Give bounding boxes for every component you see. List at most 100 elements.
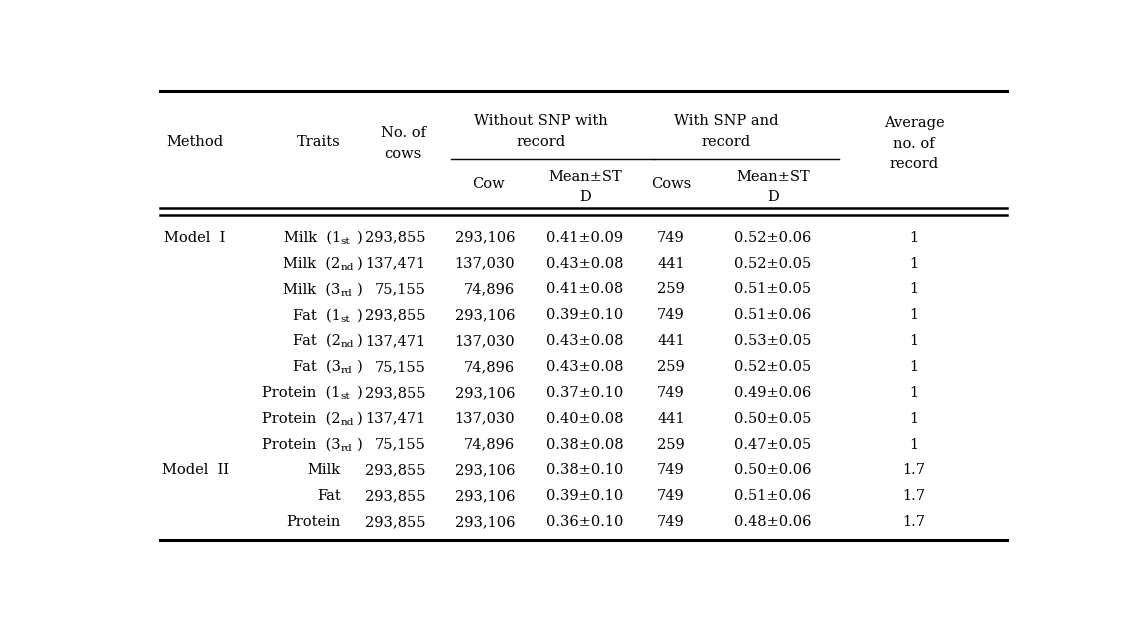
Text: 293,855: 293,855 — [365, 463, 426, 477]
Text: Cow: Cow — [472, 177, 505, 191]
Text: 293,855: 293,855 — [365, 515, 426, 529]
Text: Average
no. of
record: Average no. of record — [883, 116, 945, 171]
Text: rd: rd — [340, 444, 353, 453]
Text: 1: 1 — [909, 283, 918, 296]
Text: 293,855: 293,855 — [365, 231, 426, 245]
Text: 0.39±0.10: 0.39±0.10 — [546, 489, 624, 503]
Text: ): ) — [356, 308, 362, 322]
Text: nd: nd — [340, 340, 354, 350]
Text: 74,896: 74,896 — [464, 360, 516, 374]
Text: 0.38±0.08: 0.38±0.08 — [546, 438, 624, 451]
Text: Method: Method — [166, 135, 224, 149]
Text: 749: 749 — [657, 489, 685, 503]
Text: 75,155: 75,155 — [374, 438, 426, 451]
Text: 137,030: 137,030 — [455, 334, 516, 348]
Text: Fat  (2: Fat (2 — [292, 334, 340, 348]
Text: 0.41±0.08: 0.41±0.08 — [546, 283, 624, 296]
Text: 293,855: 293,855 — [365, 489, 426, 503]
Text: st: st — [340, 314, 351, 324]
Text: Mean±ST
D: Mean±ST D — [736, 170, 810, 205]
Text: 0.52±0.05: 0.52±0.05 — [734, 360, 811, 374]
Text: 0.40±0.08: 0.40±0.08 — [546, 412, 624, 426]
Text: With SNP and
record: With SNP and record — [675, 114, 778, 149]
Text: 0.53±0.05: 0.53±0.05 — [734, 334, 811, 348]
Text: 293,106: 293,106 — [455, 463, 516, 477]
Text: 74,896: 74,896 — [464, 283, 516, 296]
Text: Model  II: Model II — [162, 463, 229, 477]
Text: 0.51±0.05: 0.51±0.05 — [734, 283, 811, 296]
Text: 293,106: 293,106 — [455, 515, 516, 529]
Text: Milk  (3: Milk (3 — [283, 283, 340, 296]
Text: 0.43±0.08: 0.43±0.08 — [546, 334, 624, 348]
Text: 441: 441 — [657, 334, 685, 348]
Text: Model  I: Model I — [165, 231, 225, 245]
Text: 749: 749 — [657, 231, 685, 245]
Text: No. of
cows: No. of cows — [381, 126, 426, 161]
Text: st: st — [340, 237, 351, 246]
Text: 137,471: 137,471 — [365, 412, 426, 426]
Text: 0.48±0.06: 0.48±0.06 — [734, 515, 811, 529]
Text: Milk  (1: Milk (1 — [283, 231, 340, 245]
Text: Fat: Fat — [318, 489, 340, 503]
Text: 1: 1 — [909, 231, 918, 245]
Text: ): ) — [356, 283, 362, 296]
Text: nd: nd — [340, 418, 354, 427]
Text: 293,106: 293,106 — [455, 386, 516, 400]
Text: ): ) — [356, 412, 362, 426]
Text: 1: 1 — [909, 412, 918, 426]
Text: 0.38±0.10: 0.38±0.10 — [546, 463, 624, 477]
Text: 137,471: 137,471 — [365, 257, 426, 270]
Text: 137,030: 137,030 — [455, 412, 516, 426]
Text: 75,155: 75,155 — [374, 283, 426, 296]
Text: 1: 1 — [909, 386, 918, 400]
Text: 259: 259 — [657, 360, 685, 374]
Text: 293,855: 293,855 — [365, 308, 426, 322]
Text: Without SNP with
record: Without SNP with record — [475, 114, 608, 149]
Text: rd: rd — [340, 289, 353, 298]
Text: 293,106: 293,106 — [455, 489, 516, 503]
Text: ): ) — [356, 257, 362, 270]
Text: 0.36±0.10: 0.36±0.10 — [546, 515, 624, 529]
Text: 293,106: 293,106 — [455, 231, 516, 245]
Text: Mean±ST
D: Mean±ST D — [549, 170, 621, 205]
Text: Protein  (1: Protein (1 — [263, 386, 340, 400]
Text: 1: 1 — [909, 257, 918, 270]
Text: 0.50±0.06: 0.50±0.06 — [734, 463, 811, 477]
Text: 441: 441 — [657, 412, 685, 426]
Text: 293,855: 293,855 — [365, 386, 426, 400]
Text: rd: rd — [340, 366, 353, 375]
Text: Protein  (3: Protein (3 — [262, 438, 340, 451]
Text: 1: 1 — [909, 438, 918, 451]
Text: 0.37±0.10: 0.37±0.10 — [546, 386, 624, 400]
Text: 293,106: 293,106 — [455, 308, 516, 322]
Text: Protein  (2: Protein (2 — [262, 412, 340, 426]
Text: 0.51±0.06: 0.51±0.06 — [734, 308, 811, 322]
Text: 75,155: 75,155 — [374, 360, 426, 374]
Text: 749: 749 — [657, 515, 685, 529]
Text: 137,471: 137,471 — [365, 334, 426, 348]
Text: 441: 441 — [657, 257, 685, 270]
Text: 749: 749 — [657, 463, 685, 477]
Text: ): ) — [356, 231, 362, 245]
Text: 0.39±0.10: 0.39±0.10 — [546, 308, 624, 322]
Text: ): ) — [356, 360, 362, 374]
Text: ): ) — [356, 386, 362, 400]
Text: 259: 259 — [657, 283, 685, 296]
Text: Protein: Protein — [287, 515, 340, 529]
Text: 1: 1 — [909, 308, 918, 322]
Text: 137,030: 137,030 — [455, 257, 516, 270]
Text: 0.52±0.05: 0.52±0.05 — [734, 257, 811, 270]
Text: 0.43±0.08: 0.43±0.08 — [546, 360, 624, 374]
Text: Milk: Milk — [307, 463, 340, 477]
Text: ): ) — [356, 438, 362, 451]
Text: st: st — [340, 392, 351, 401]
Text: 1.7: 1.7 — [902, 463, 925, 477]
Text: 749: 749 — [657, 308, 685, 322]
Text: 0.49±0.06: 0.49±0.06 — [734, 386, 811, 400]
Text: 0.47±0.05: 0.47±0.05 — [734, 438, 811, 451]
Text: Traits: Traits — [297, 135, 340, 149]
Text: 1.7: 1.7 — [902, 489, 925, 503]
Text: 0.52±0.06: 0.52±0.06 — [734, 231, 811, 245]
Text: 1.7: 1.7 — [902, 515, 925, 529]
Text: 0.50±0.05: 0.50±0.05 — [734, 412, 811, 426]
